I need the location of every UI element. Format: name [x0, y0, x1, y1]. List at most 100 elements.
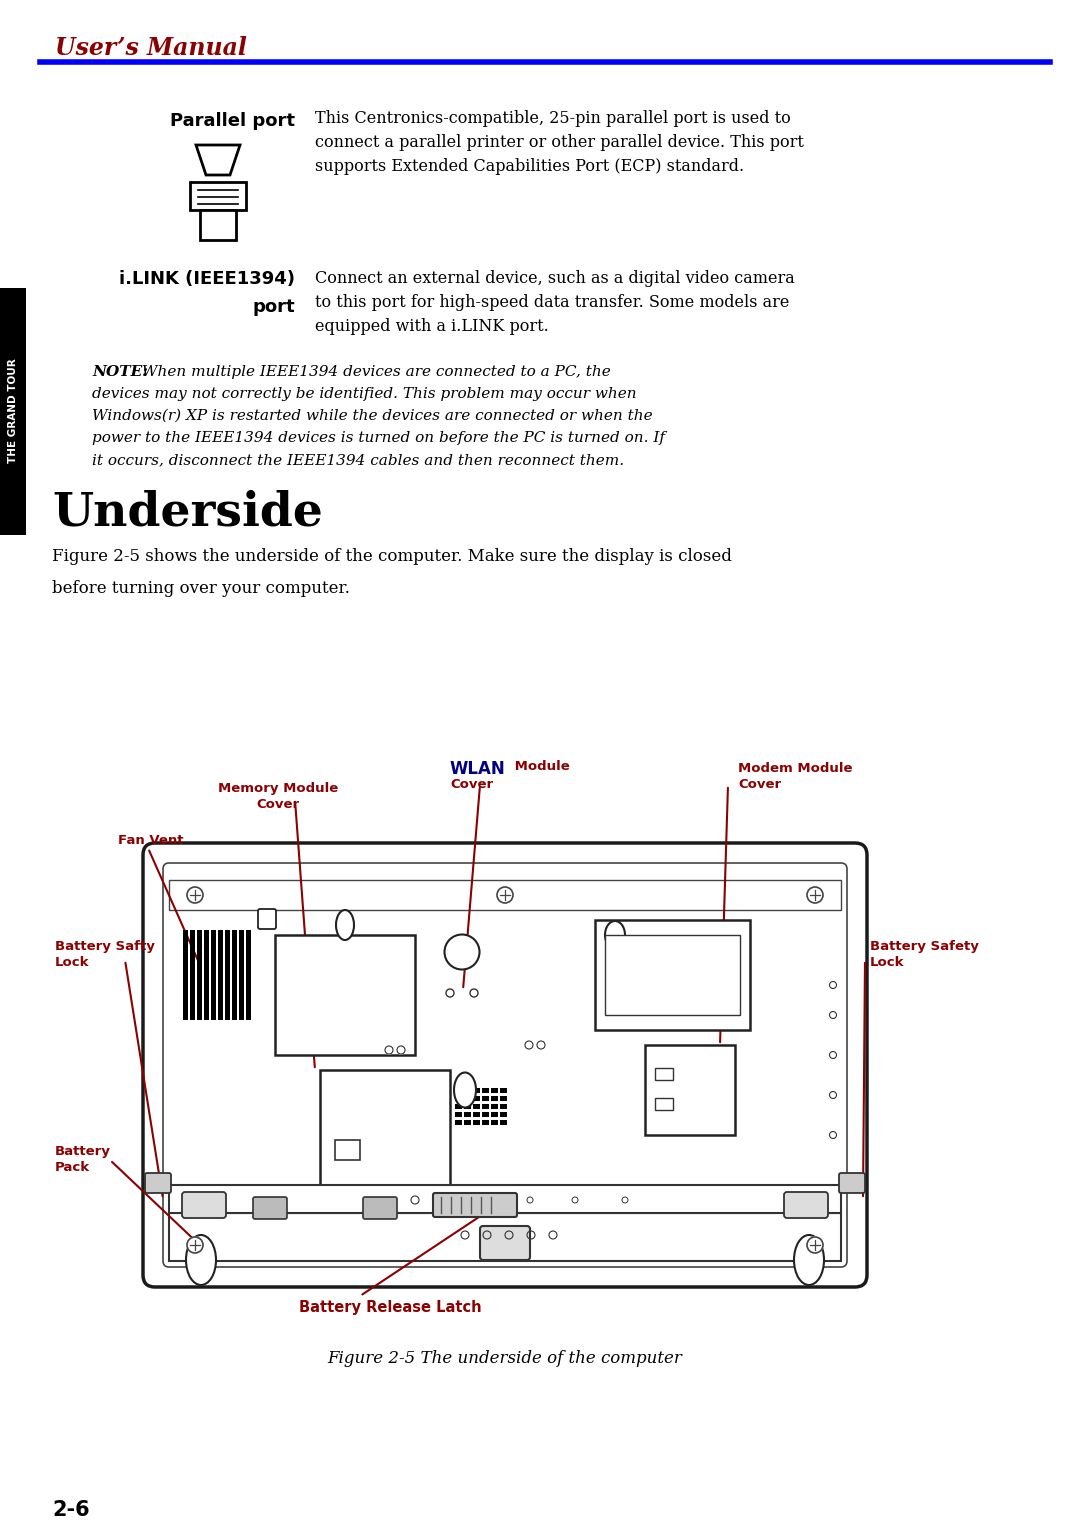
Text: Modem Module: Modem Module: [738, 761, 852, 775]
Circle shape: [461, 1231, 469, 1238]
FancyBboxPatch shape: [473, 1121, 480, 1125]
FancyBboxPatch shape: [473, 1112, 480, 1118]
Circle shape: [829, 982, 837, 989]
FancyBboxPatch shape: [433, 1193, 517, 1217]
FancyBboxPatch shape: [491, 1121, 498, 1125]
FancyBboxPatch shape: [605, 936, 740, 1015]
FancyBboxPatch shape: [473, 1104, 480, 1109]
FancyBboxPatch shape: [500, 1089, 507, 1093]
Text: Lock: Lock: [870, 956, 905, 969]
FancyBboxPatch shape: [654, 1098, 673, 1110]
Text: ^: ^: [497, 1235, 513, 1254]
Text: Battery: Battery: [55, 1145, 111, 1157]
Text: before turning over your computer.: before turning over your computer.: [52, 579, 350, 596]
FancyBboxPatch shape: [0, 287, 26, 535]
Circle shape: [572, 1197, 578, 1203]
FancyBboxPatch shape: [190, 930, 195, 1020]
FancyBboxPatch shape: [239, 930, 244, 1020]
FancyBboxPatch shape: [275, 936, 415, 1055]
FancyBboxPatch shape: [464, 1089, 471, 1093]
FancyBboxPatch shape: [491, 1096, 498, 1101]
Text: it occurs, disconnect the IEEE1394 cables and then reconnect them.: it occurs, disconnect the IEEE1394 cable…: [92, 453, 624, 466]
Circle shape: [829, 1052, 837, 1058]
FancyBboxPatch shape: [204, 930, 210, 1020]
FancyBboxPatch shape: [258, 910, 276, 930]
Circle shape: [187, 1237, 203, 1252]
FancyBboxPatch shape: [246, 930, 251, 1020]
FancyBboxPatch shape: [363, 1197, 397, 1219]
Circle shape: [527, 1197, 534, 1203]
FancyBboxPatch shape: [473, 1089, 480, 1093]
FancyBboxPatch shape: [320, 1070, 450, 1190]
Ellipse shape: [186, 1235, 216, 1284]
Text: This Centronics-compatible, 25-pin parallel port is used to
connect a parallel p: This Centronics-compatible, 25-pin paral…: [315, 110, 804, 176]
Text: Cover: Cover: [450, 778, 494, 790]
Circle shape: [549, 1231, 557, 1238]
Text: devices may not correctly be identified. This problem may occur when: devices may not correctly be identified.…: [92, 387, 636, 401]
Circle shape: [384, 1046, 393, 1053]
FancyBboxPatch shape: [190, 182, 246, 209]
Text: Memory Module: Memory Module: [218, 781, 338, 795]
FancyBboxPatch shape: [168, 1212, 841, 1261]
Circle shape: [470, 989, 478, 997]
FancyBboxPatch shape: [200, 209, 237, 240]
FancyBboxPatch shape: [500, 1104, 507, 1109]
FancyBboxPatch shape: [464, 1096, 471, 1101]
Ellipse shape: [445, 934, 480, 969]
Circle shape: [411, 1196, 419, 1203]
Text: Battery Release Latch: Battery Release Latch: [299, 1300, 482, 1315]
FancyBboxPatch shape: [455, 1121, 462, 1125]
Text: power to the IEEE1394 devices is turned on before the PC is turned on. If: power to the IEEE1394 devices is turned …: [92, 431, 665, 445]
Text: Pack: Pack: [55, 1161, 90, 1174]
Circle shape: [187, 887, 203, 904]
FancyBboxPatch shape: [464, 1104, 471, 1109]
FancyBboxPatch shape: [482, 1096, 489, 1101]
FancyBboxPatch shape: [163, 862, 847, 1268]
Circle shape: [525, 1041, 534, 1049]
Text: Parallel port: Parallel port: [170, 112, 295, 130]
FancyBboxPatch shape: [168, 881, 841, 910]
FancyBboxPatch shape: [183, 1193, 226, 1219]
Text: Figure 2-5 The underside of the computer: Figure 2-5 The underside of the computer: [327, 1350, 683, 1367]
FancyBboxPatch shape: [500, 1112, 507, 1118]
Circle shape: [527, 1231, 535, 1238]
Text: THE GRAND TOUR: THE GRAND TOUR: [8, 359, 18, 463]
Text: When multiple IEEE1394 devices are connected to a PC, the: When multiple IEEE1394 devices are conne…: [137, 365, 611, 379]
Text: Battery Safty: Battery Safty: [55, 940, 154, 953]
Ellipse shape: [605, 920, 625, 950]
Circle shape: [397, 1046, 405, 1053]
Circle shape: [497, 887, 513, 904]
FancyBboxPatch shape: [335, 1141, 360, 1161]
Circle shape: [483, 1231, 491, 1238]
Polygon shape: [195, 145, 240, 174]
FancyBboxPatch shape: [183, 930, 188, 1020]
Circle shape: [505, 1231, 513, 1238]
Circle shape: [446, 989, 454, 997]
Text: Cover: Cover: [738, 778, 781, 790]
Ellipse shape: [454, 1072, 476, 1107]
Text: Connect an external device, such as a digital video camera
to this port for high: Connect an external device, such as a di…: [315, 271, 795, 335]
FancyBboxPatch shape: [500, 1096, 507, 1101]
FancyBboxPatch shape: [232, 930, 237, 1020]
FancyBboxPatch shape: [455, 1112, 462, 1118]
FancyBboxPatch shape: [480, 1226, 530, 1260]
FancyBboxPatch shape: [645, 1044, 735, 1135]
FancyBboxPatch shape: [784, 1193, 828, 1219]
Text: NOTE:: NOTE:: [92, 365, 148, 379]
FancyBboxPatch shape: [464, 1121, 471, 1125]
FancyBboxPatch shape: [473, 1096, 480, 1101]
FancyBboxPatch shape: [211, 930, 216, 1020]
FancyBboxPatch shape: [482, 1112, 489, 1118]
Circle shape: [807, 1237, 823, 1252]
Text: Fan Vent: Fan Vent: [118, 833, 184, 847]
Circle shape: [829, 1131, 837, 1139]
Ellipse shape: [336, 910, 354, 940]
FancyBboxPatch shape: [500, 1121, 507, 1125]
Circle shape: [829, 1092, 837, 1098]
FancyBboxPatch shape: [482, 1121, 489, 1125]
Circle shape: [537, 1041, 545, 1049]
Text: Lock: Lock: [55, 956, 90, 969]
Text: User’s Manual: User’s Manual: [55, 37, 247, 60]
FancyBboxPatch shape: [218, 930, 222, 1020]
Text: Windows(r) XP is restarted while the devices are connected or when the: Windows(r) XP is restarted while the dev…: [92, 408, 652, 424]
